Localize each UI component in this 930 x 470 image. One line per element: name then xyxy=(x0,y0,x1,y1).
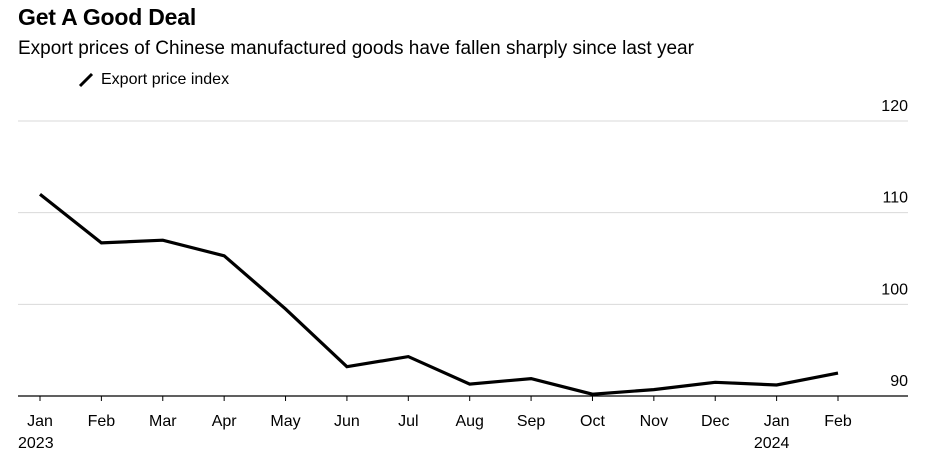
x-tick-label: Apr xyxy=(212,413,238,430)
chart-subtitle: Export prices of Chinese manufactured go… xyxy=(18,38,694,59)
legend-label: Export price index xyxy=(101,71,230,88)
x-tick-label: Jul xyxy=(398,413,418,430)
x-year-label: 2024 xyxy=(754,435,790,452)
y-tick-label: 120 xyxy=(881,98,908,115)
legend-line-icon xyxy=(78,72,94,88)
series-line-0 xyxy=(39,193,839,396)
x-tick-label: Sep xyxy=(517,413,546,430)
x-tick-label: May xyxy=(270,413,300,430)
x-tick-label: Oct xyxy=(580,413,605,430)
x-tick-label: Feb xyxy=(824,413,852,430)
x-tick-label: Jan xyxy=(27,413,53,430)
x-tick-label: Jan xyxy=(764,413,790,430)
x-tick-label: Feb xyxy=(88,413,116,430)
x-tick-label: Aug xyxy=(455,413,483,430)
y-tick-label: 90 xyxy=(890,373,908,390)
x-tick-label: Nov xyxy=(640,413,668,430)
x-tick-label: Dec xyxy=(701,413,729,430)
x-year-label: 2023 xyxy=(18,435,54,452)
chart-title: Get A Good Deal xyxy=(18,4,197,30)
x-tick-label: Jun xyxy=(334,413,360,430)
x-tick-label: Mar xyxy=(149,413,177,430)
y-tick-label: 110 xyxy=(882,190,908,207)
legend: Export price index xyxy=(78,71,229,89)
y-tick-label: 100 xyxy=(881,281,908,298)
